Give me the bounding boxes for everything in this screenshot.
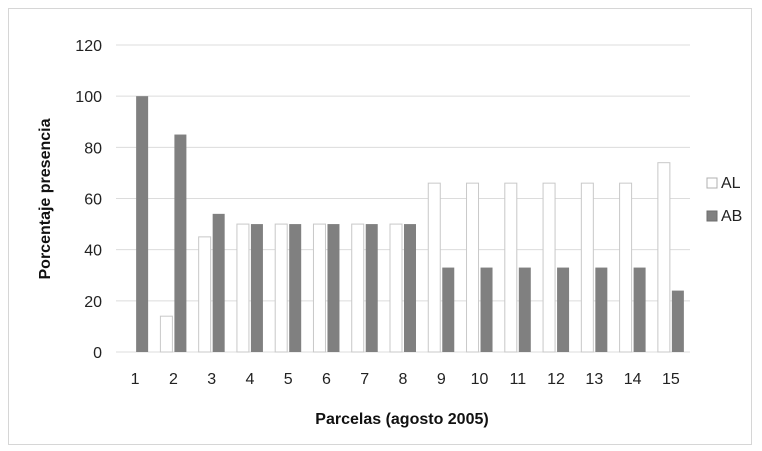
bar-al-5 <box>274 223 288 353</box>
legend-label-ab: AB <box>721 208 742 225</box>
bar-ab-11 <box>518 267 531 352</box>
bar-al-7 <box>351 223 365 353</box>
bar-al-14 <box>619 182 633 353</box>
x-tick-label: 8 <box>399 371 408 388</box>
bar-ab-13 <box>595 267 608 352</box>
bar-ab-10 <box>480 267 493 352</box>
x-axis-title: Parcelas (agosto 2005) <box>315 411 488 428</box>
bar-ab-3 <box>212 213 225 352</box>
bar-ab-8 <box>404 224 416 352</box>
x-tick-label: 2 <box>169 371 178 388</box>
x-tick-label: 6 <box>322 371 331 388</box>
y-tick-label: 80 <box>84 140 102 157</box>
x-tick-labels: 1 2 3 4 5 6 7 8 9 10 11 12 13 14 15 <box>131 371 680 388</box>
bar-ab-1 <box>136 96 149 353</box>
x-tick-label: 15 <box>662 371 680 388</box>
bar-ab-5 <box>289 224 302 352</box>
bar-ab-2 <box>174 134 187 352</box>
bar-al-10 <box>466 182 480 353</box>
bar-ab-14 <box>633 267 646 352</box>
bar-al-15 <box>657 162 671 353</box>
y-tick-label: 100 <box>75 89 102 106</box>
x-tick-label: 9 <box>437 371 446 388</box>
y-tick-label: 20 <box>84 294 102 311</box>
x-tick-label: 7 <box>360 371 369 388</box>
bar-ab-6 <box>327 224 340 352</box>
x-tick-label: 12 <box>547 371 565 388</box>
bar-ab-12 <box>557 267 570 352</box>
bar-al-12 <box>542 182 556 353</box>
legend-swatch-ab <box>706 210 718 222</box>
y-tick-label: 120 <box>75 38 102 55</box>
bar-al-4 <box>236 223 250 353</box>
grid-lines <box>116 44 690 353</box>
bars <box>136 96 684 353</box>
y-tick-label: 40 <box>84 243 102 260</box>
bar-al-9 <box>427 182 441 353</box>
legend-label-al: AL <box>721 175 741 192</box>
bar-al-6 <box>312 223 326 353</box>
legend: AL AB <box>706 175 742 225</box>
y-tick-label: 0 <box>93 345 102 362</box>
x-tick-label: 5 <box>284 371 293 388</box>
bar-ab-9 <box>442 267 455 352</box>
bar-al-2 <box>159 315 173 353</box>
x-tick-label: 3 <box>207 371 216 388</box>
bar-al-3 <box>198 236 212 353</box>
bar-ab-4 <box>250 224 263 352</box>
bar-al-13 <box>580 182 594 353</box>
bar-ab-7 <box>365 224 378 352</box>
bar-ab-15 <box>671 290 684 352</box>
x-tick-label: 13 <box>585 371 603 388</box>
bar-al-8 <box>389 223 403 353</box>
x-tick-label: 11 <box>509 371 526 388</box>
y-axis-title: Porcentaje presencia <box>37 118 54 279</box>
bar-al-11 <box>504 182 518 353</box>
y-tick-label: 60 <box>84 192 102 209</box>
x-tick-label: 1 <box>131 371 140 388</box>
x-tick-label: 10 <box>471 371 489 388</box>
x-tick-label: 14 <box>624 371 642 388</box>
x-tick-label: 4 <box>245 371 254 388</box>
y-tick-labels: 0 20 40 60 80 100 120 <box>75 38 102 362</box>
legend-swatch-al <box>706 177 718 189</box>
